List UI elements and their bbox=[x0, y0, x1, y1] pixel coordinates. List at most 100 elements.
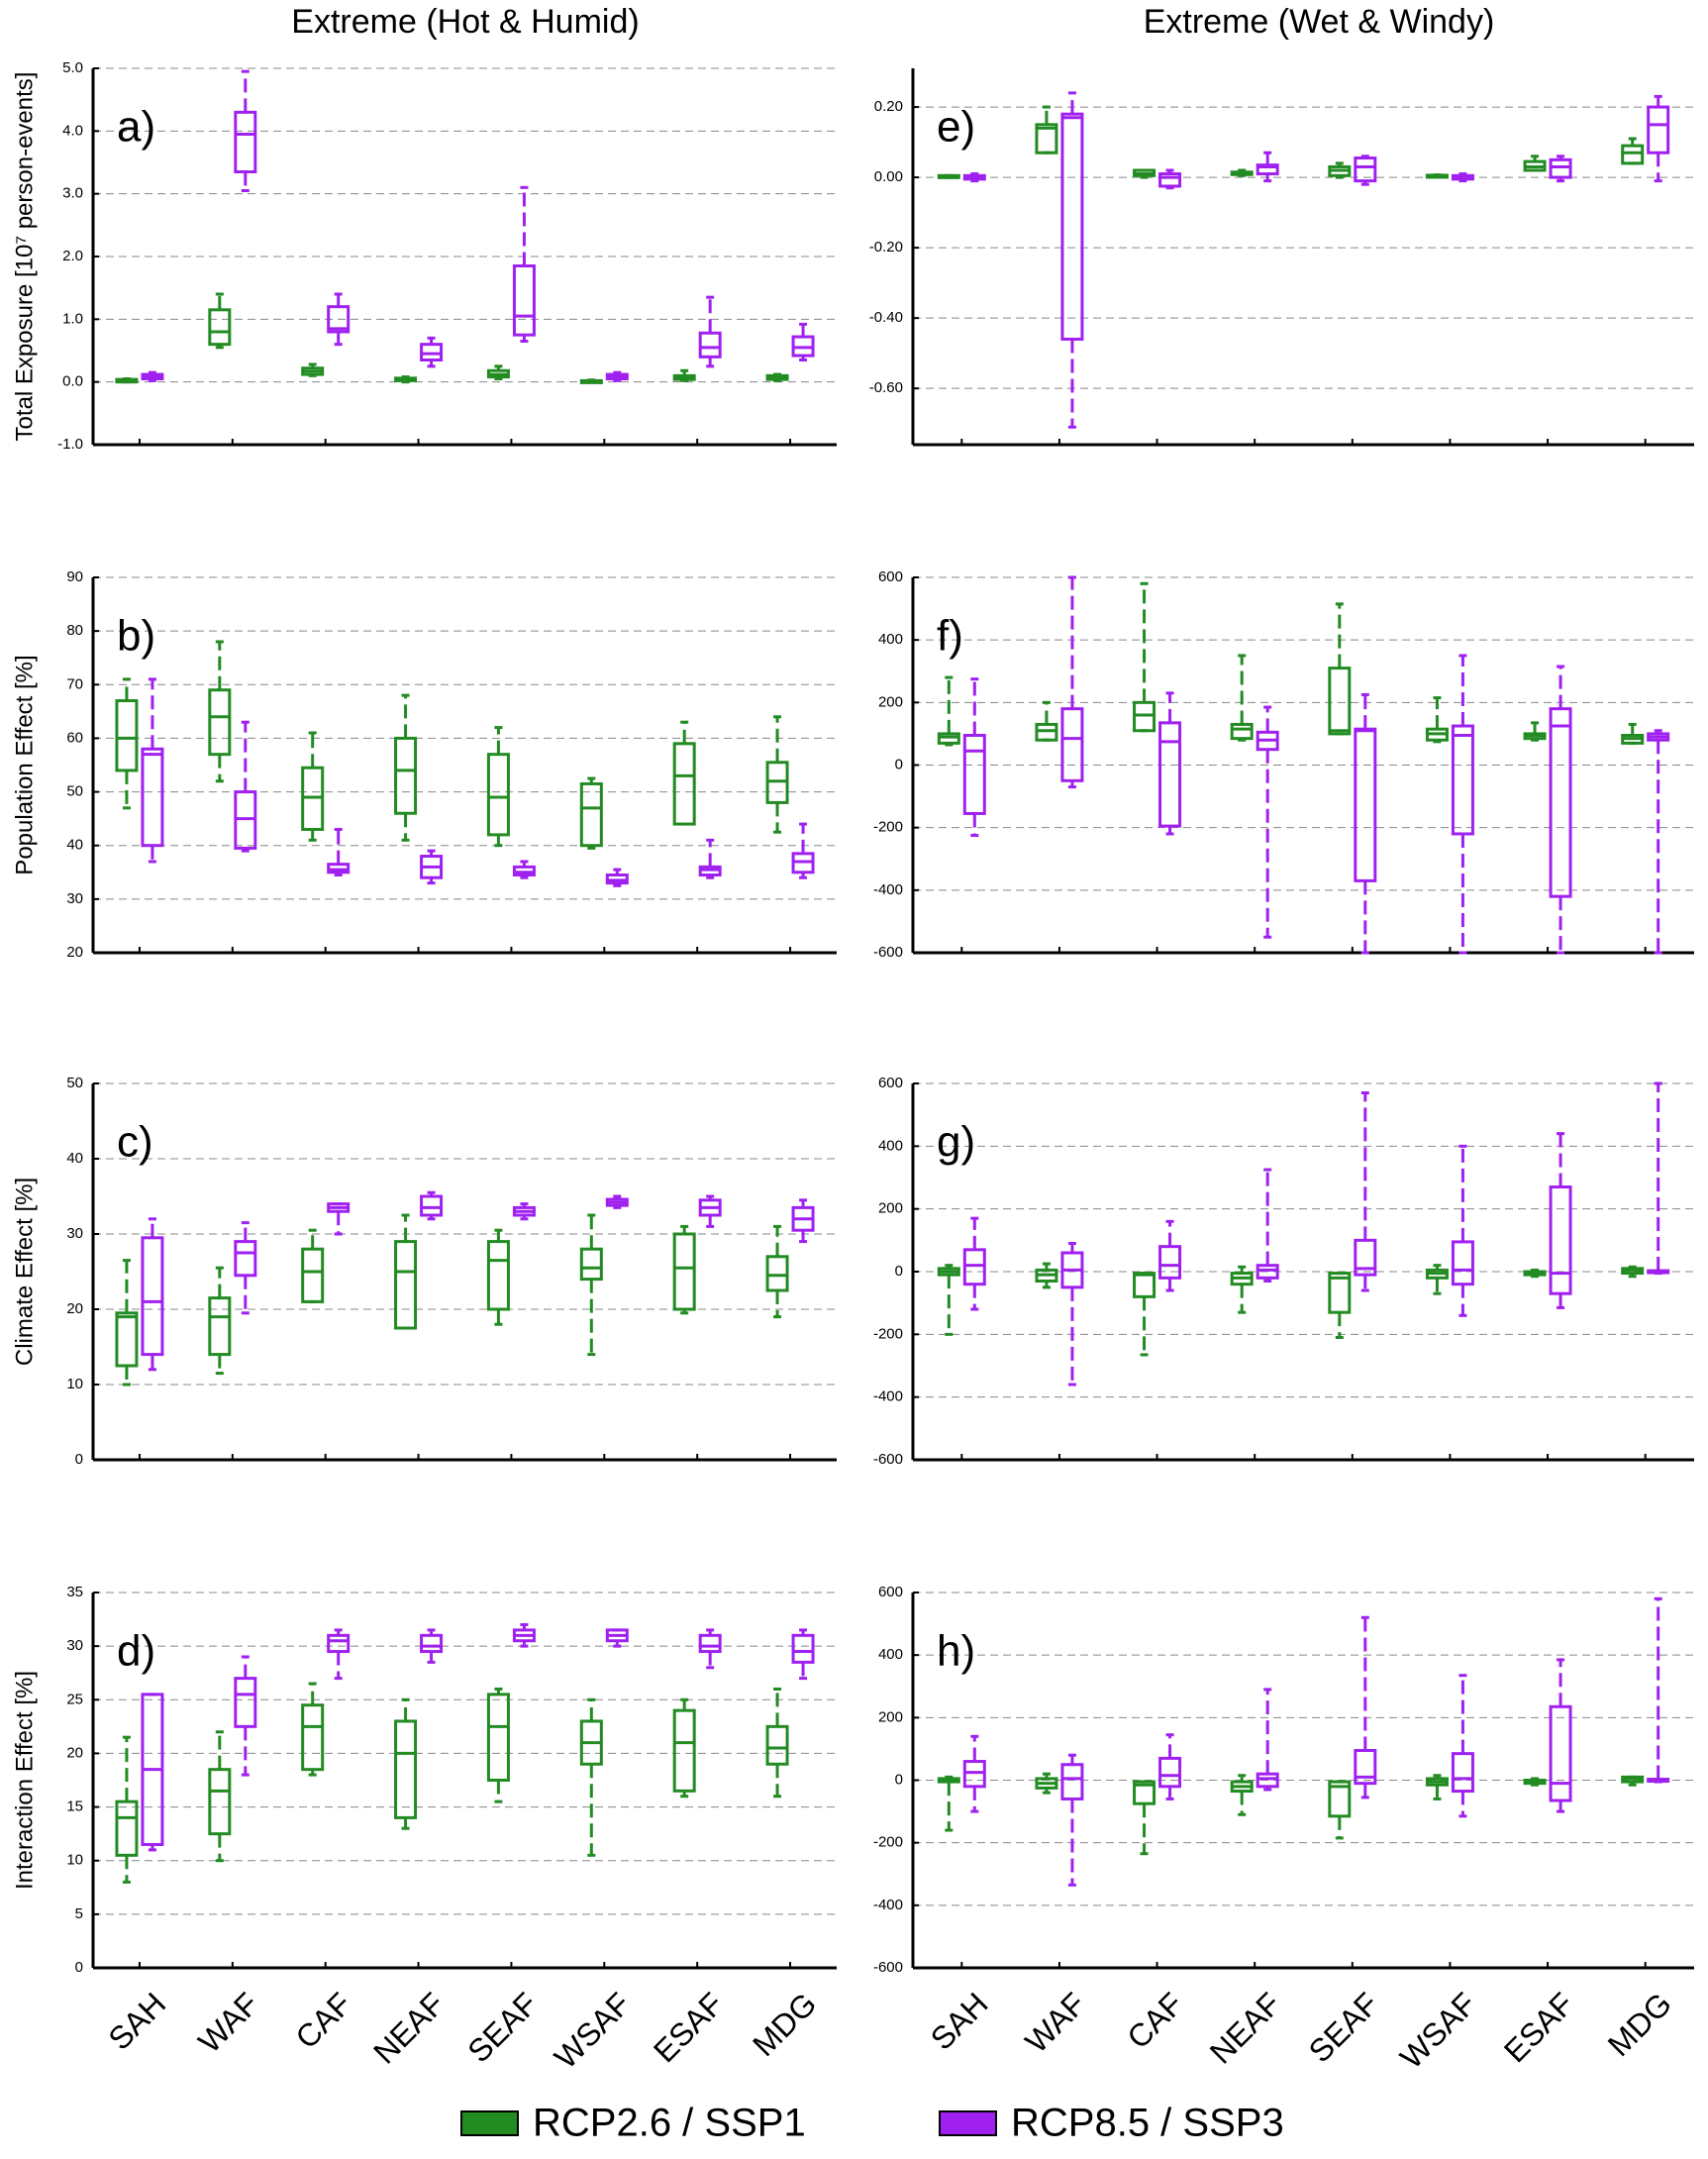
y-tick-label: 600 bbox=[878, 1584, 903, 1600]
box bbox=[1230, 722, 1254, 741]
box bbox=[1060, 707, 1084, 782]
box bbox=[208, 1296, 232, 1357]
y-tick-label: 35 bbox=[66, 1584, 83, 1600]
y-tick-label: 200 bbox=[878, 1708, 903, 1725]
y-tick-label: 25 bbox=[66, 1691, 83, 1707]
box bbox=[1133, 700, 1156, 733]
box bbox=[765, 1724, 789, 1766]
box bbox=[394, 736, 418, 815]
box bbox=[420, 343, 444, 361]
y-tick-label: 5 bbox=[75, 1905, 83, 1922]
box bbox=[1256, 1772, 1279, 1789]
box bbox=[512, 264, 536, 337]
y-tick-label: 0.0 bbox=[62, 373, 83, 390]
box bbox=[115, 1311, 139, 1368]
y-tick-label: -0.40 bbox=[869, 309, 903, 326]
y-tick-label: 0 bbox=[895, 756, 903, 772]
box bbox=[301, 1703, 325, 1772]
box bbox=[1549, 707, 1572, 898]
y-tick-label: 20 bbox=[66, 944, 83, 961]
column-title: Extreme (Hot & Humid) bbox=[291, 3, 639, 41]
y-tick-label: 0 bbox=[75, 1451, 83, 1468]
y-tick-label: -0.20 bbox=[869, 239, 903, 256]
box bbox=[234, 1240, 257, 1278]
box bbox=[486, 1693, 510, 1783]
x-tick-label: SAH bbox=[924, 1986, 995, 2057]
x-tick-label: CAF bbox=[288, 1986, 358, 2056]
y-tick-label: 15 bbox=[66, 1799, 83, 1815]
y-tick-label: -600 bbox=[873, 1959, 903, 1976]
box bbox=[301, 1247, 325, 1303]
legend-label: RCP8.5 / SSP3 bbox=[1011, 2102, 1284, 2145]
y-tick-label: -600 bbox=[873, 1451, 903, 1468]
y-tick-label: 0 bbox=[75, 1959, 83, 1976]
y-tick-label: 200 bbox=[878, 1200, 903, 1217]
x-tick-label: SEAF bbox=[460, 1986, 545, 2070]
box bbox=[1451, 1752, 1474, 1794]
box bbox=[1035, 123, 1058, 154]
box bbox=[1158, 721, 1182, 828]
box bbox=[141, 747, 164, 848]
y-tick-label: 30 bbox=[66, 1225, 83, 1242]
box bbox=[698, 1633, 722, 1654]
box bbox=[791, 1633, 815, 1664]
y-tick-label: 60 bbox=[66, 729, 83, 746]
box bbox=[1354, 1238, 1377, 1277]
y-tick-label: 400 bbox=[878, 631, 903, 648]
y-tick-label: 400 bbox=[878, 1137, 903, 1154]
box bbox=[1451, 1240, 1474, 1286]
box bbox=[672, 742, 696, 826]
x-tick-label: NEAF bbox=[366, 1986, 452, 2071]
box bbox=[1133, 1780, 1156, 1805]
box bbox=[1158, 1756, 1182, 1789]
box bbox=[420, 1194, 444, 1217]
y-tick-label: 90 bbox=[66, 568, 83, 585]
box bbox=[234, 110, 257, 174]
y-tick-label: -200 bbox=[873, 1325, 903, 1342]
y-tick-label: -1.0 bbox=[57, 436, 83, 453]
panel-label: e) bbox=[937, 103, 975, 152]
panel-label: a) bbox=[117, 103, 155, 152]
box bbox=[672, 1708, 696, 1793]
y-tick-label: 50 bbox=[66, 1075, 83, 1091]
panel-label: h) bbox=[937, 1627, 975, 1676]
x-tick-label: NEAF bbox=[1203, 1986, 1288, 2071]
x-tick-label: WAF bbox=[191, 1986, 265, 2060]
box bbox=[208, 688, 232, 757]
box bbox=[1549, 157, 1572, 179]
y-tick-label: 50 bbox=[66, 783, 83, 800]
panel-label: g) bbox=[937, 1118, 975, 1167]
y-tick-label: 80 bbox=[66, 622, 83, 639]
box bbox=[1621, 144, 1645, 165]
box bbox=[486, 1240, 510, 1311]
y-tick-label: 0.20 bbox=[874, 98, 903, 115]
box bbox=[1060, 1763, 1084, 1800]
y-axis-label: Population Effect [%] bbox=[11, 655, 38, 874]
box bbox=[1647, 105, 1670, 154]
y-tick-label: 30 bbox=[66, 890, 83, 907]
x-tick-label: SEAF bbox=[1302, 1986, 1386, 2070]
box bbox=[394, 1719, 418, 1819]
y-tick-label: -200 bbox=[873, 819, 903, 836]
panel-label: c) bbox=[117, 1118, 153, 1167]
box bbox=[1158, 172, 1182, 188]
box bbox=[937, 732, 960, 745]
box bbox=[1328, 1780, 1352, 1818]
box bbox=[1354, 1748, 1377, 1786]
box bbox=[962, 1760, 986, 1789]
y-tick-label: 4.0 bbox=[62, 122, 83, 139]
y-axis-label: Total Exposure [10⁷ person-events] bbox=[11, 72, 38, 442]
x-tick-label: SAH bbox=[101, 1986, 172, 2057]
box bbox=[698, 331, 722, 359]
box bbox=[1328, 1272, 1352, 1314]
box bbox=[486, 753, 510, 837]
legend-swatch bbox=[460, 2110, 519, 2136]
box bbox=[1060, 112, 1084, 341]
y-tick-label: 40 bbox=[66, 1150, 83, 1167]
box bbox=[962, 733, 986, 815]
box bbox=[234, 1677, 257, 1728]
panel-label: b) bbox=[117, 612, 155, 661]
box bbox=[962, 1248, 986, 1286]
